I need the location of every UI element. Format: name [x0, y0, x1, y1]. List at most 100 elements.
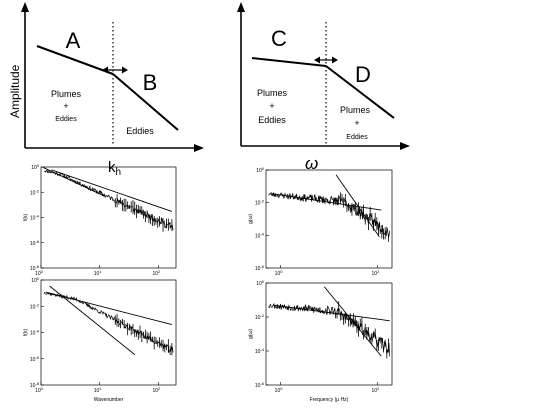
y-tick-label: 10-8	[30, 264, 40, 272]
y-tick-label: 10-2	[255, 313, 265, 321]
fit-line	[49, 285, 136, 356]
plot-frame	[265, 169, 393, 269]
spectrum-plot-frequency-bottom: 10-6 10-4 10-2 100 100 102 g(ω) Frequency (μ Hz…	[248, 279, 393, 403]
y-tick-exponent: -2	[35, 302, 39, 307]
y-tick-exponent: -6	[260, 264, 264, 269]
y-tick-label: 10-2	[30, 188, 40, 196]
y-tick-label: 10-2	[255, 199, 265, 207]
y-tick-label: 10-4	[255, 347, 265, 355]
y-tick-label: 10-8	[30, 381, 40, 389]
y-tick-exponent: -6	[35, 239, 39, 244]
y-axis-arrowhead	[21, 2, 29, 12]
y-tick-exponent: -4	[35, 329, 39, 334]
fit-line	[51, 169, 173, 212]
region-letter-c: C	[271, 26, 287, 51]
left-region-line-3: Eddies	[258, 115, 286, 125]
y-tick-label: 10-4	[30, 214, 40, 222]
y-tick-label: 10-4	[255, 231, 265, 239]
x-tick-exponent: 0	[41, 386, 44, 391]
spectrum-plot-frequency-top: 10-6 10-4 10-2 100 100 102 g(ω)	[248, 166, 393, 277]
y-tick-label: 10-6	[30, 355, 40, 363]
plot-frame	[265, 282, 393, 386]
x-axis-label-subscript: h	[116, 167, 122, 178]
y-tick-exponent: -6	[260, 381, 264, 386]
x-tick-label: 101	[94, 269, 103, 277]
y-axis-arrowhead	[237, 2, 245, 12]
y-tick-label: 100	[31, 163, 40, 171]
x-tick-exponent: 2	[377, 386, 380, 391]
y-tick-exponent: -2	[260, 313, 264, 318]
region-letter-a: A	[66, 28, 81, 53]
left-region-line-2: +	[63, 101, 68, 111]
y-tick-exponent: 0	[37, 276, 40, 281]
y-axis-label: f(k)	[23, 329, 29, 337]
x-tick-exponent: 0	[41, 269, 44, 274]
x-tick-label: 100	[275, 269, 284, 277]
right-region-line-1: Plumes	[340, 105, 371, 115]
x-tick-label: 102	[152, 386, 161, 394]
arrowhead-left	[102, 66, 108, 74]
x-tick-exponent: 0	[280, 269, 283, 274]
x-tick-label: 102	[152, 269, 161, 277]
left-region-line-3: Eddies	[55, 116, 77, 123]
x-tick-label: 100	[35, 269, 44, 277]
x-tick-exponent: 0	[280, 386, 283, 391]
y-tick-label: 10-6	[255, 381, 265, 389]
x-axis-arrowhead	[194, 144, 204, 152]
y-tick-exponent: 0	[262, 166, 265, 171]
y-tick-exponent: -2	[35, 188, 39, 193]
y-tick-label: 10-4	[30, 329, 40, 337]
y-tick-exponent: 0	[262, 279, 265, 284]
spectrum-line	[268, 192, 390, 238]
x-axis-label-k: kh	[108, 159, 121, 178]
y-tick-exponent: -6	[35, 355, 39, 360]
spectrum-line	[43, 169, 174, 231]
y-tick-label: 100	[256, 279, 265, 287]
plot-frame	[40, 166, 177, 269]
x-tick-label: 100	[35, 386, 44, 394]
left-region-line-1: Plumes	[257, 88, 288, 98]
x-tick-exponent: 2	[377, 269, 380, 274]
fit-line	[323, 286, 382, 357]
y-axis-label: g(ω)	[248, 214, 254, 224]
x-tick-exponent: 1	[99, 386, 102, 391]
spectrum-segment-low	[36, 45, 114, 75]
y-tick-exponent: 0	[37, 163, 40, 168]
region-letter-b: B	[143, 70, 158, 95]
x-axis-arrowhead	[400, 142, 410, 150]
right-region-line-3: Eddies	[346, 134, 368, 141]
y-tick-label: 100	[31, 276, 40, 284]
spectrum-line	[268, 302, 390, 357]
y-tick-exponent: -4	[260, 347, 264, 352]
x-axis-label: Frequency (μ Hz)	[310, 397, 349, 403]
y-tick-exponent: -2	[260, 199, 264, 204]
fit-line	[43, 167, 105, 197]
x-axis-label: Wavenumber	[94, 397, 124, 403]
spectrum-segment-low	[251, 57, 327, 67]
spectrum-segment-high	[112, 73, 179, 131]
y-tick-exponent: -4	[35, 214, 39, 219]
y-tick-label: 10-6	[255, 264, 265, 272]
fit-line	[45, 291, 172, 326]
fit-line	[273, 304, 390, 322]
left-region-line-1: Plumes	[51, 89, 82, 99]
spectrum-line	[43, 291, 174, 353]
axis-label-amplitude: Amplitude	[8, 64, 22, 118]
arrowhead-left	[314, 56, 320, 64]
y-tick-exponent: -4	[260, 231, 264, 236]
right-region-line-2: +	[354, 118, 359, 128]
y-tick-exponent: -8	[35, 381, 39, 386]
x-tick-exponent: 1	[99, 269, 102, 274]
left-region-line-2: +	[269, 101, 274, 111]
x-tick-label: 101	[94, 386, 103, 394]
y-axis-label: g(ω)	[248, 329, 254, 339]
arrowhead-right	[122, 66, 128, 74]
y-tick-label: 10-6	[30, 239, 40, 247]
x-tick-label: 102	[372, 269, 381, 277]
region-letter-d: D	[355, 62, 371, 87]
schematic-frequency: C D Plumes + Eddies Plumes + Eddies ω	[237, 2, 410, 173]
y-tick-label: 100	[256, 166, 265, 174]
schematic-wavenumber: Amplitude A B Plumes + Eddies Eddies kh	[8, 2, 204, 178]
